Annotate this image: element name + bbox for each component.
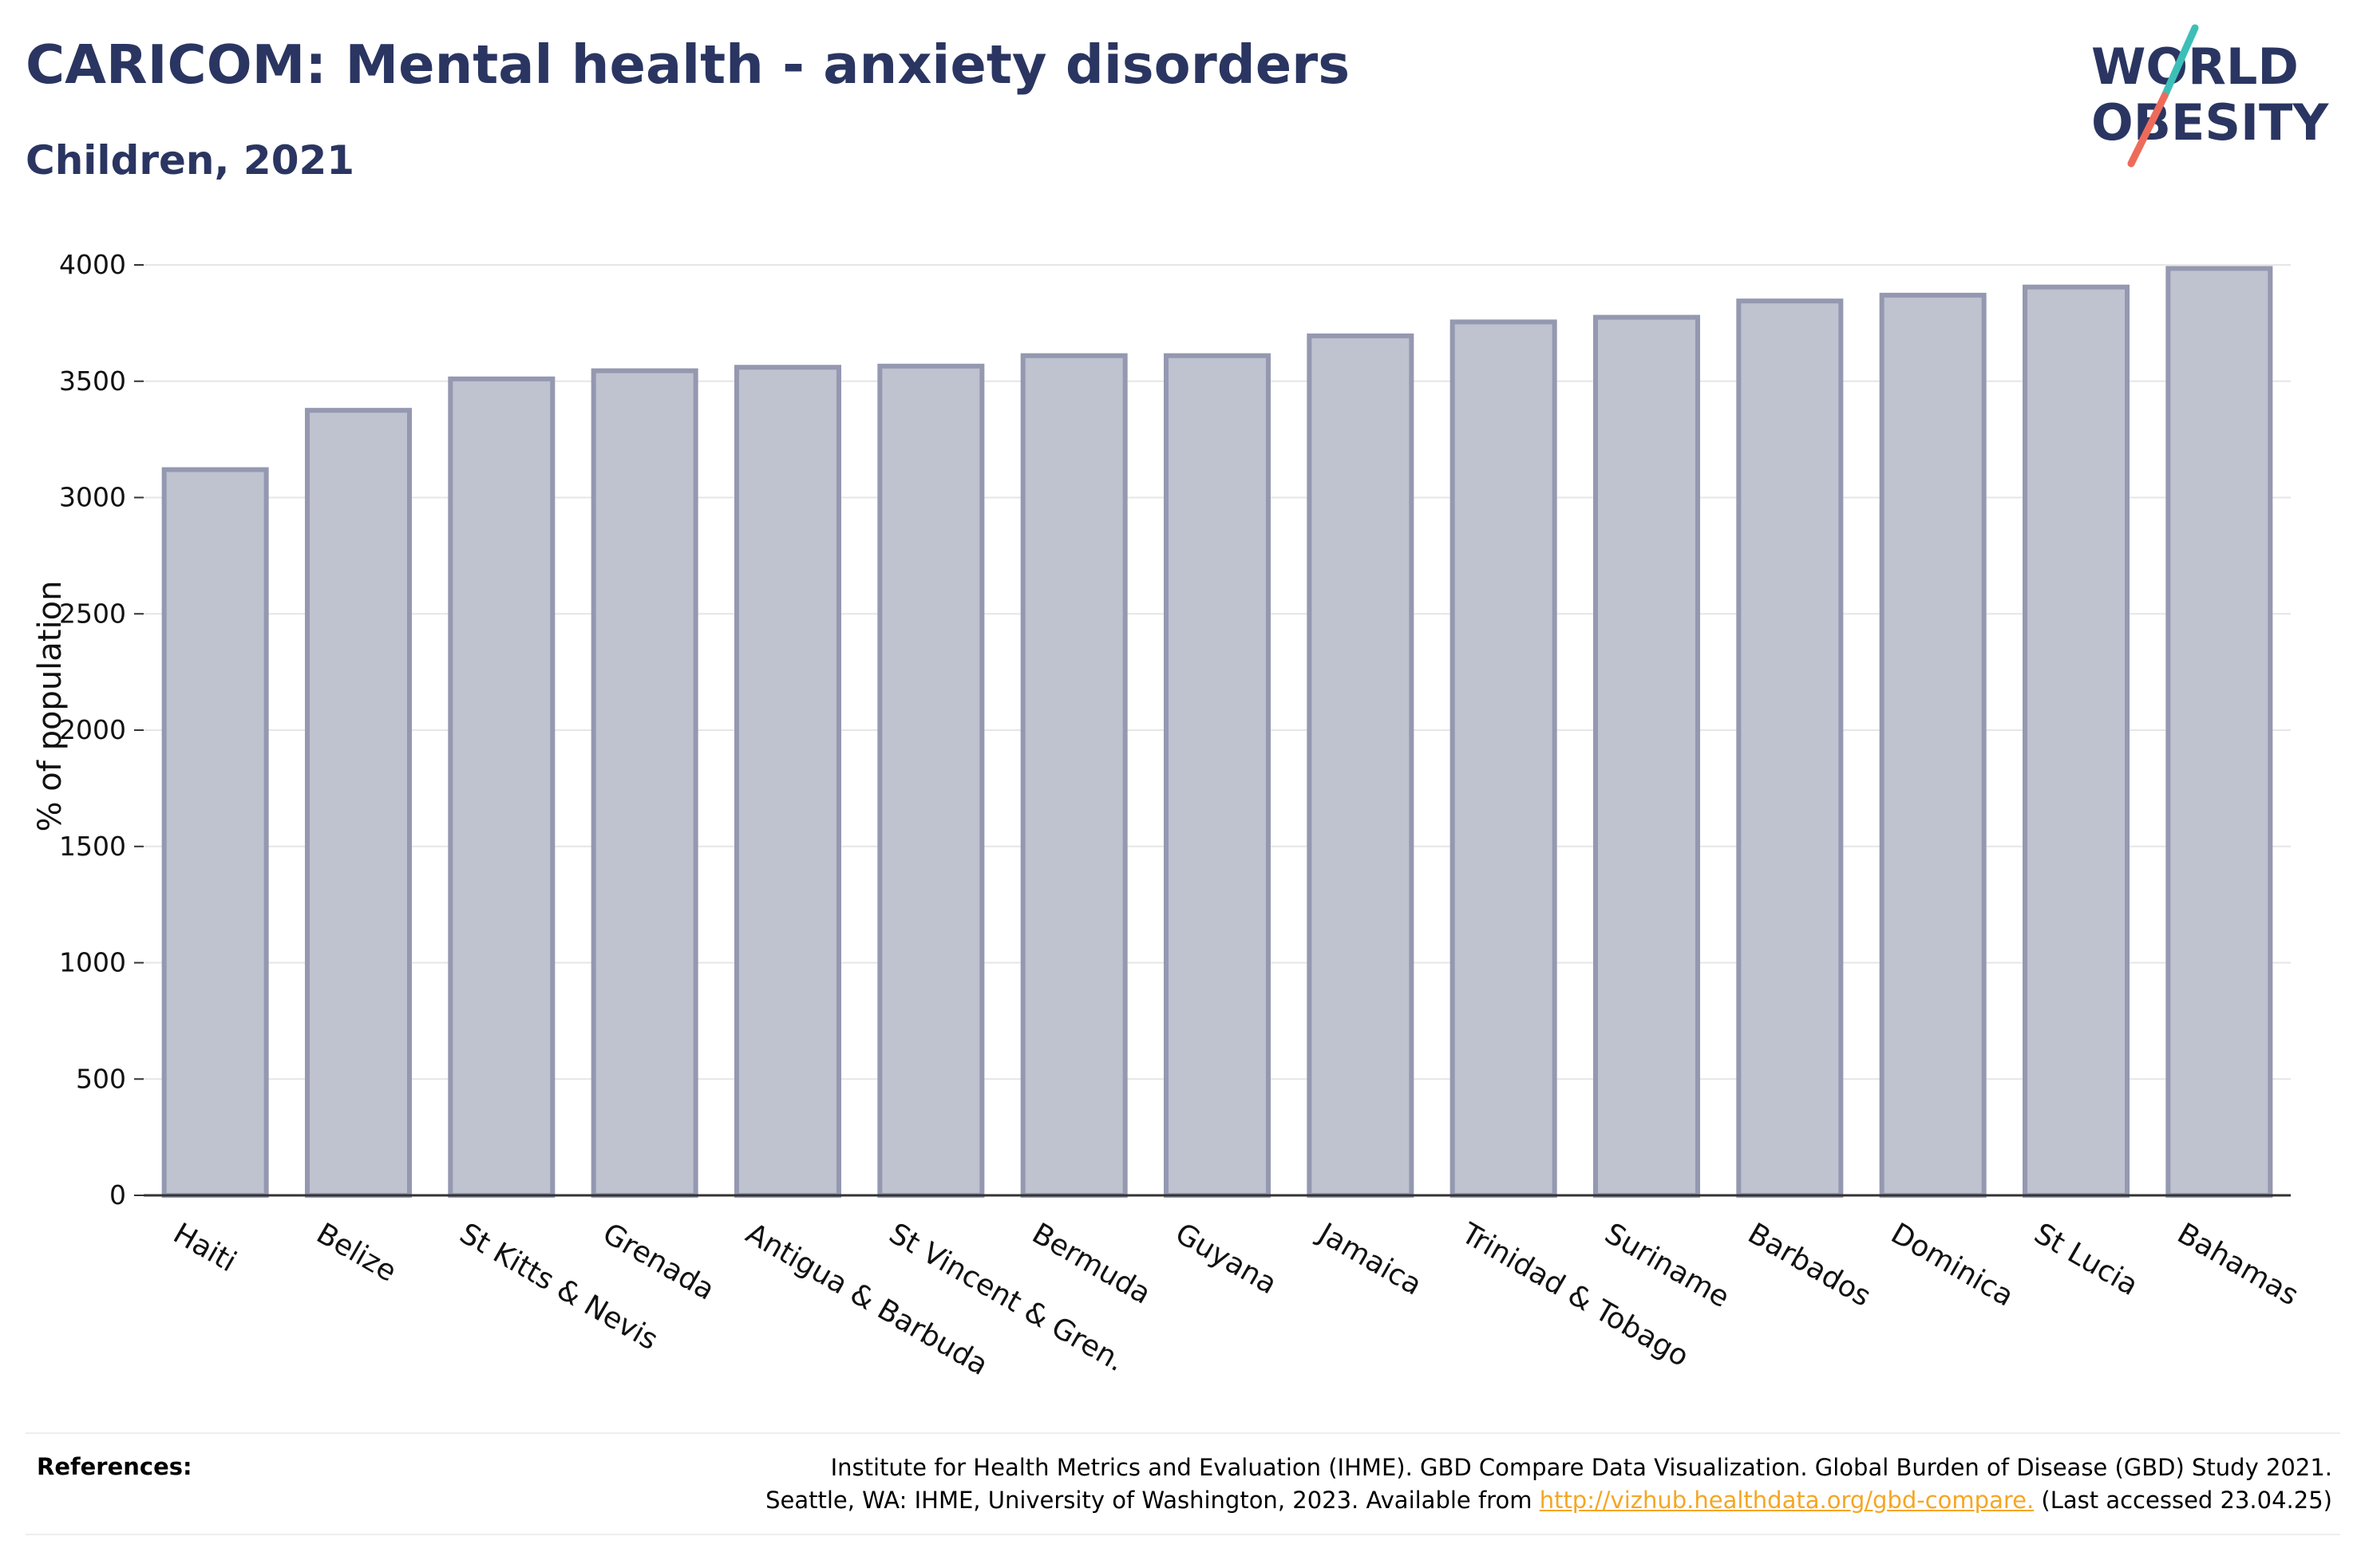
x-tick-label-11: Barbados xyxy=(1742,1217,1877,1313)
y-tick-label-1000: 1000 xyxy=(59,947,126,978)
y-tick-label-3500: 3500 xyxy=(59,365,126,397)
logo-slash-bottom xyxy=(2127,92,2169,168)
bar-6 xyxy=(1020,353,1128,1198)
y-tick-label-2500: 2500 xyxy=(59,598,126,629)
bar-2 xyxy=(448,376,556,1198)
bar-10 xyxy=(1593,314,1700,1198)
bar-4 xyxy=(734,365,841,1198)
bar-13 xyxy=(2023,284,2130,1198)
logo-text-world: WORLD xyxy=(2091,38,2299,96)
x-tick-label-6: Bermuda xyxy=(1026,1217,1156,1310)
x-tick-label-10: Suriname xyxy=(1600,1217,1735,1314)
references-label: References: xyxy=(37,1453,192,1480)
x-tick-label-4: Antigua & Barbuda xyxy=(741,1217,994,1382)
x-tick-label-8: Jamaica xyxy=(1311,1216,1427,1301)
x-tick-label-3: Grenada xyxy=(597,1217,720,1306)
y-tick-label-3000: 3000 xyxy=(59,482,126,513)
logo-slash-top xyxy=(2161,24,2199,100)
x-tick-label-12: Dominica xyxy=(1885,1217,2019,1313)
bar-chart: 0 500 1000 1500 2000 2500 3000 3500 4000 Haiti Bel… xyxy=(32,249,2304,1382)
x-tick-label-1: Belize xyxy=(311,1217,402,1288)
x-tick-label-13: St Lucia xyxy=(2029,1217,2144,1302)
bar-12 xyxy=(1879,292,1987,1198)
chart-subtitle: Children, 2021 xyxy=(26,137,355,184)
y-tick-label-4000: 4000 xyxy=(59,249,126,280)
x-tick-label-7: Guyana xyxy=(1170,1217,1283,1301)
references-line-1: Institute for Health Metrics and Evaluat… xyxy=(830,1454,2332,1481)
chart-title: CARICOM: Mental health - anxiety disorde… xyxy=(26,34,1351,96)
references-text: Institute for Health Metrics and Evaluat… xyxy=(765,1451,2332,1517)
x-tick-label-5: St Vincent & Gren. xyxy=(884,1217,1130,1378)
bar-14 xyxy=(2165,266,2273,1198)
y-axis-label: % of population xyxy=(32,581,69,832)
references-link[interactable]: http://vizhub.healthdata.org/gbd-compare… xyxy=(1539,1487,2035,1514)
references-line-2-prefix: Seattle, WA: IHME, University of Washing… xyxy=(765,1487,1540,1514)
y-tick-label-2000: 2000 xyxy=(59,714,126,745)
x-tick-label-0: Haiti xyxy=(168,1217,242,1278)
x-tick-label-9: Trinidad & Tobago xyxy=(1455,1217,1694,1373)
bar-5 xyxy=(877,363,985,1198)
bar-9 xyxy=(1449,319,1557,1199)
bar-7 xyxy=(1164,353,1271,1198)
logo-text-obesity: OBESITY xyxy=(2091,93,2329,152)
references-section: References: Institute for Health Metrics… xyxy=(26,1432,2340,1535)
world-obesity-logo: WORLD OBESITY xyxy=(2091,24,2329,168)
references-line-2-suffix: (Last accessed 23.04.25) xyxy=(2034,1487,2332,1514)
y-tick-label-500: 500 xyxy=(76,1063,126,1094)
references-line-2: Seattle, WA: IHME, University of Washing… xyxy=(765,1484,2332,1517)
bar-8 xyxy=(1307,333,1414,1199)
bar-1 xyxy=(305,408,412,1198)
bar-0 xyxy=(161,467,269,1198)
x-tick-label-14: Bahamas xyxy=(2172,1217,2304,1312)
bar-11 xyxy=(1736,298,1844,1198)
bar-3 xyxy=(591,368,698,1199)
y-tick-label-1500: 1500 xyxy=(59,831,126,862)
y-tick-label-0: 0 xyxy=(109,1179,126,1211)
